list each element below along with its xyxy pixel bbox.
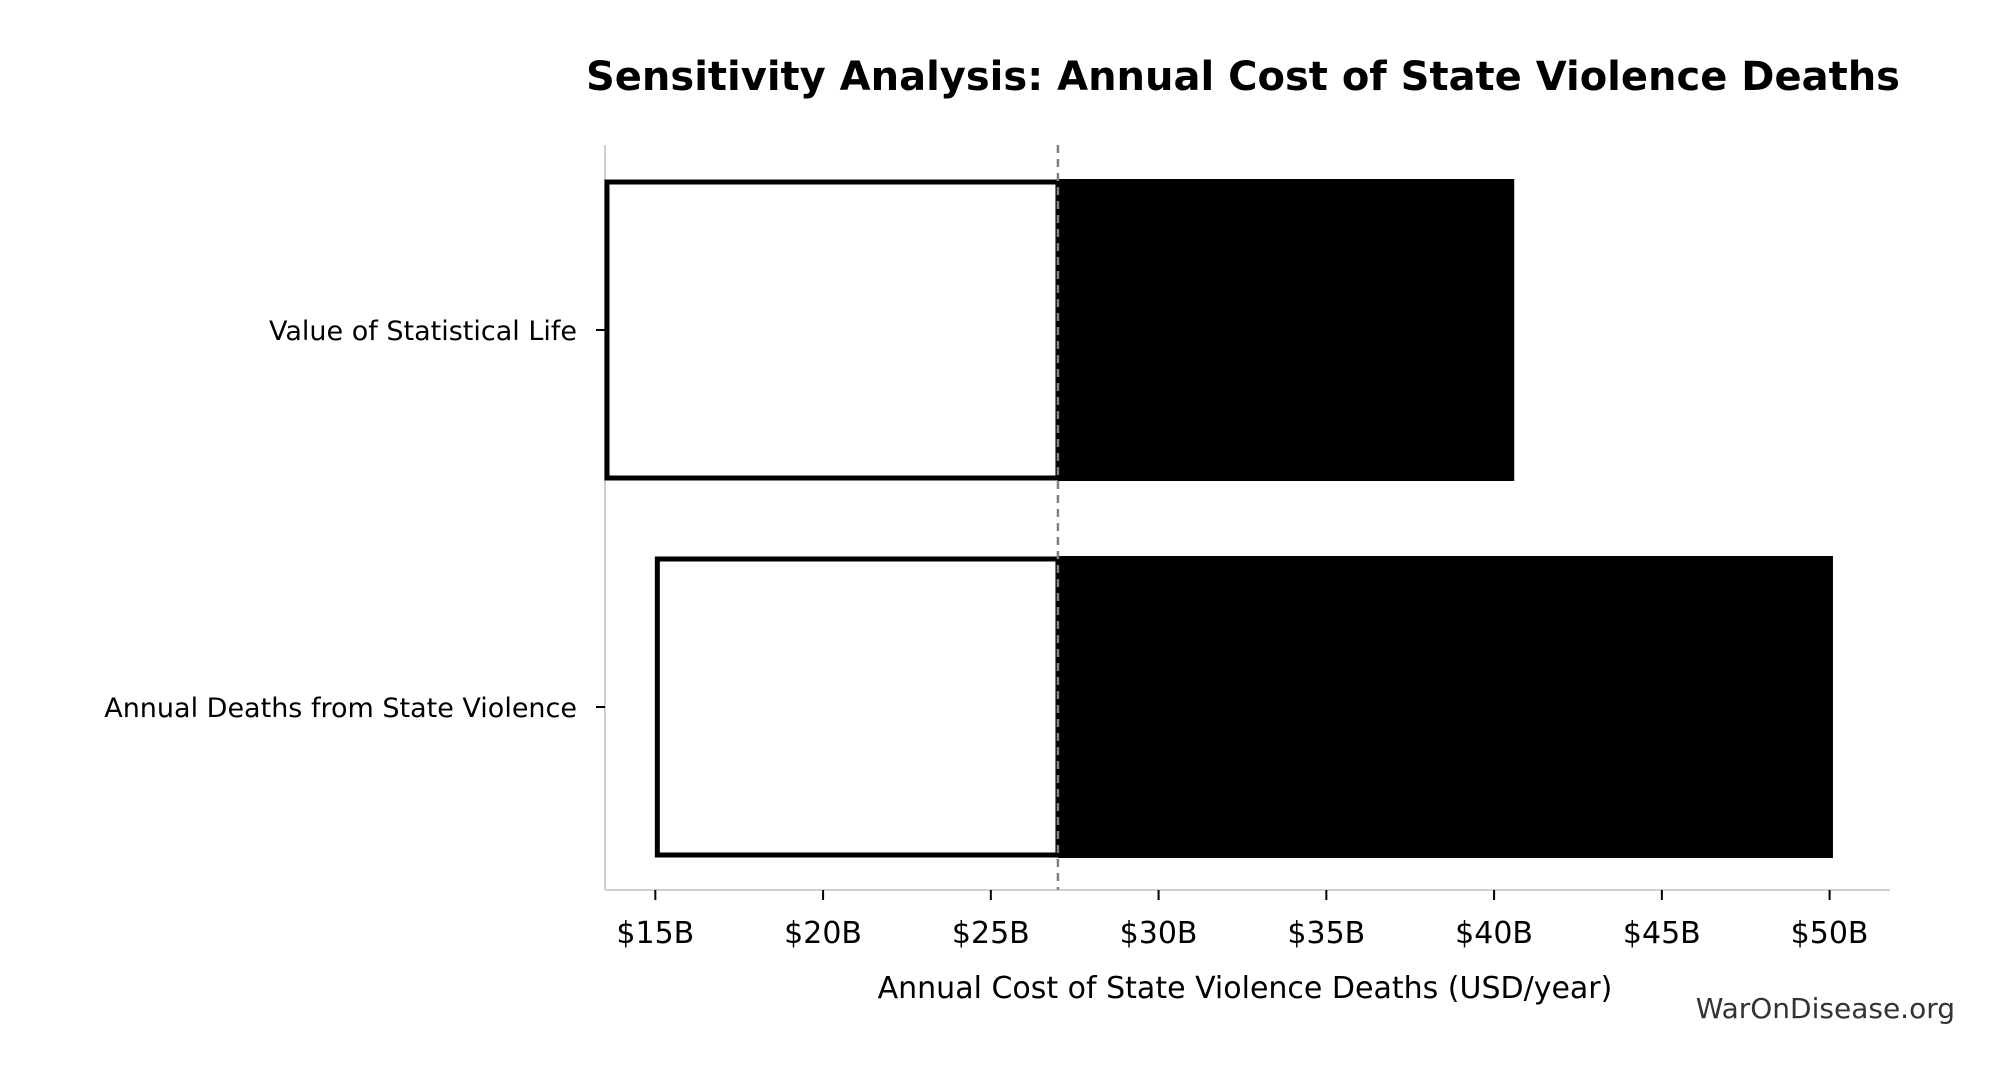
bar-high-1 <box>1057 556 1833 858</box>
x-tick-label: $50B <box>1791 916 1869 951</box>
bar-high-0 <box>1057 179 1515 481</box>
x-tick-label: $35B <box>1287 916 1365 951</box>
x-tick-label: $40B <box>1455 916 1533 951</box>
y-tick-label: Annual Deaths from State Violence <box>104 693 577 724</box>
x-tick-label: $45B <box>1623 916 1701 951</box>
bar-low-0 <box>604 179 1061 481</box>
x-tick-label: $30B <box>1120 916 1198 951</box>
watermark: WarOnDisease.org <box>1696 992 1955 1025</box>
plot-area: Value of Statistical Life Annual Deaths f… <box>104 145 1890 951</box>
x-tick-label: $15B <box>616 916 694 951</box>
x-axis-title: Annual Cost of State Violence Deaths (US… <box>878 971 1613 1006</box>
bar-low-1 <box>654 556 1061 858</box>
chart-title: Sensitivity Analysis: Annual Cost of Sta… <box>586 54 1900 100</box>
x-tick-label: $25B <box>952 916 1030 951</box>
x-tick-label: $20B <box>784 916 862 951</box>
y-tick-label: Value of Statistical Life <box>269 316 577 347</box>
